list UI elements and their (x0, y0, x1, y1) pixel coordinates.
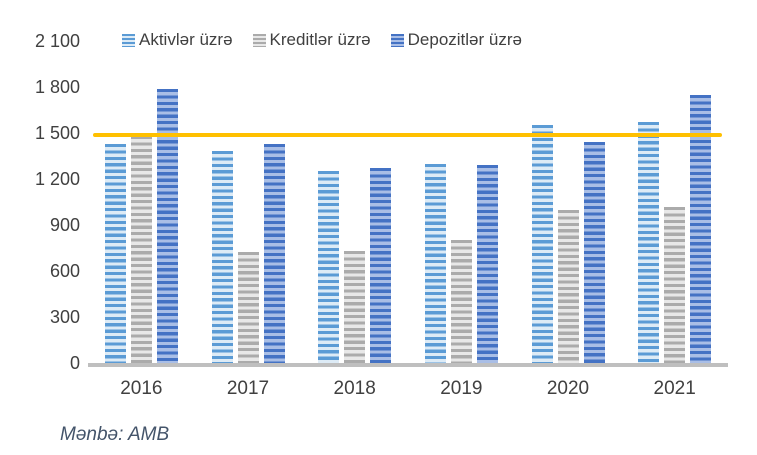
legend: Aktivlər üzrə Kreditlər üzrə Depozitlər üz… (122, 30, 522, 50)
legend-label: Kreditlər üzrə (269, 30, 371, 49)
bar-2016-series1 (104, 144, 126, 363)
bar-2021-series2 (664, 207, 686, 363)
legend-swatch-icon (122, 33, 135, 47)
source-note: Mənbə: AMB (60, 424, 170, 445)
x-axis-label: 2017 (226, 378, 270, 399)
x-axis-label: 2019 (440, 378, 483, 399)
y-axis-tick-label: 300 (49, 307, 80, 327)
x-axis-label: 2020 (546, 378, 590, 399)
threshold-line (93, 132, 722, 137)
y-axis-tick-label: 1 200 (34, 169, 80, 189)
bar-2021-series1 (638, 122, 660, 363)
bar-2020-series2 (557, 210, 579, 363)
bar-2021-series3 (690, 95, 712, 363)
bar-2020-series1 (531, 125, 553, 363)
x-axis-label: 2021 (653, 378, 696, 399)
bar-2019-series3 (476, 165, 498, 363)
x-axis-line (88, 363, 728, 367)
legend-item: Kreditlər üzrə (252, 30, 371, 50)
x-axis-label: 2018 (333, 378, 376, 399)
bar-2016-series3 (156, 89, 178, 363)
bar-2019-series2 (450, 240, 472, 363)
legend-item: Depozitlər üzrə (390, 30, 522, 50)
y-axis-tick-label: 1 800 (34, 77, 80, 97)
bar-2020-series3 (583, 142, 605, 363)
bar-2017-series3 (263, 144, 285, 363)
bar-2019-series1 (424, 164, 446, 363)
legend-label: Depozitlər üzrə (407, 30, 522, 49)
y-axis-tick-label: 1 500 (34, 123, 80, 143)
legend-swatch-icon (252, 33, 266, 47)
legend-label: Aktivlər üzrə (139, 30, 233, 49)
bar-2016-series2 (130, 136, 152, 363)
y-axis-tick-label: 2 100 (34, 31, 80, 51)
bar-2018-series1 (318, 171, 340, 363)
legend-swatch-icon (390, 33, 404, 47)
legend-item: Aktivlər üzrə (122, 30, 233, 50)
y-axis-tick-label: 0 (69, 353, 80, 373)
bar-2018-series2 (344, 251, 366, 363)
bar-2018-series3 (370, 168, 392, 363)
y-axis-tick-label: 600 (49, 261, 80, 281)
plot-area (88, 41, 728, 363)
bar-2017-series2 (237, 252, 259, 363)
y-axis-tick-label: 900 (49, 215, 80, 235)
bar-2017-series1 (211, 151, 233, 363)
x-axis-label: 2016 (120, 378, 163, 399)
